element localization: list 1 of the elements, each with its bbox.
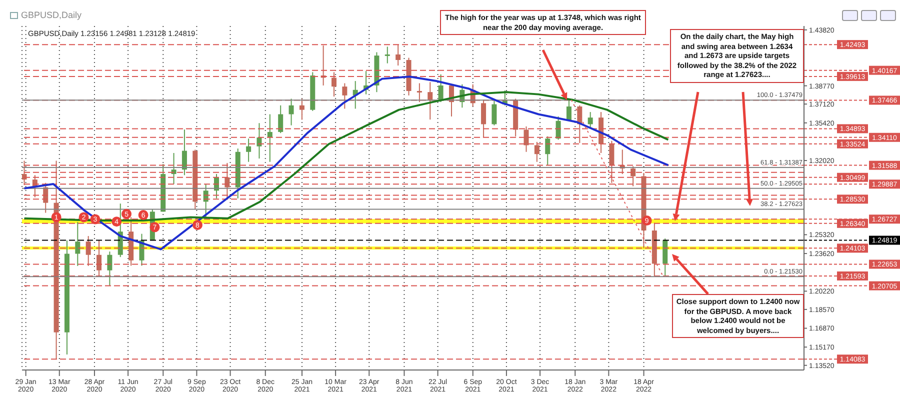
chart-title: GBPUSD,Daily	[21, 10, 82, 20]
